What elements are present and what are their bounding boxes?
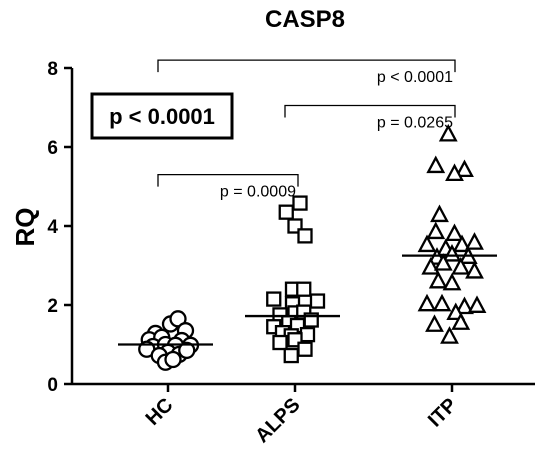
comparison-bracket (157, 174, 299, 187)
itp-data-point (451, 257, 471, 275)
comparison-p-label: p < 0.0001 (377, 69, 453, 86)
data-points (138, 123, 487, 371)
alps-data-point (292, 195, 308, 211)
itp-data-point (426, 221, 446, 240)
median-lines (118, 254, 497, 346)
alps-data-point (272, 334, 288, 351)
comparison-brackets: p = 0.0009 p = 0.0265 p < 0.0001 (157, 59, 456, 201)
itp-data-point (432, 293, 452, 312)
alps-data-point (297, 228, 313, 244)
itp-data-point (455, 159, 474, 178)
y-tick-label: 2 (47, 296, 58, 317)
itp-data-point (426, 155, 446, 174)
itp-data-point (465, 232, 484, 250)
itp-data-point (438, 123, 458, 142)
alps-data-point (266, 291, 282, 307)
alps-data-point (283, 347, 299, 364)
summary-p-text: p < 0.0001 (109, 104, 215, 129)
itp-data-point (452, 234, 472, 253)
alps-data-point (297, 341, 313, 357)
y-tick-label: 8 (47, 59, 58, 80)
summary-p-box: p < 0.0001 (90, 92, 234, 140)
itp-data-point (425, 314, 444, 332)
axes (64, 66, 535, 392)
hc-data-point (178, 341, 196, 360)
itp-data-point (451, 312, 471, 330)
y-tick-label: 4 (47, 217, 58, 238)
y-axis-label: RQ (10, 208, 40, 247)
summary-p-box-border (90, 92, 234, 140)
itp-data-point (455, 296, 474, 315)
itp-data-point (417, 293, 437, 312)
itp-data-point (442, 272, 462, 291)
itp-data-point (445, 223, 464, 242)
y-tick-label: 6 (47, 138, 58, 159)
alps-data-point (299, 326, 316, 343)
itp-data-point (417, 234, 437, 253)
hc-data-point (164, 350, 182, 369)
itp-data-point (445, 163, 464, 182)
alps-data-point (309, 293, 326, 309)
itp-data-point (465, 260, 484, 279)
comparison-bracket (157, 59, 456, 73)
hc-data-point (169, 310, 187, 328)
itp-data-point (433, 253, 453, 271)
category-label: ALPS (251, 394, 304, 447)
category-label: ITP (424, 394, 462, 432)
y-tick-labels: 0 2 4 6 8 (47, 59, 58, 396)
itp-data-point (428, 270, 448, 289)
comparison-p-label: p = 0.0265 (377, 115, 453, 132)
itp-data-point (430, 204, 449, 223)
alps-data-point (278, 204, 294, 220)
chart-title: CASP8 (265, 6, 345, 33)
category-labels: HC ALPS ITP (142, 394, 462, 447)
alps-data-point (296, 281, 312, 297)
itp-data-point (440, 326, 459, 344)
comparison-p-label: p = 0.0009 (220, 184, 296, 201)
category-label: HC (142, 394, 178, 430)
comparison-bracket (284, 104, 456, 118)
y-tick-label: 0 (47, 375, 58, 396)
itp-data-point (442, 244, 462, 262)
itp-data-point (467, 295, 487, 313)
